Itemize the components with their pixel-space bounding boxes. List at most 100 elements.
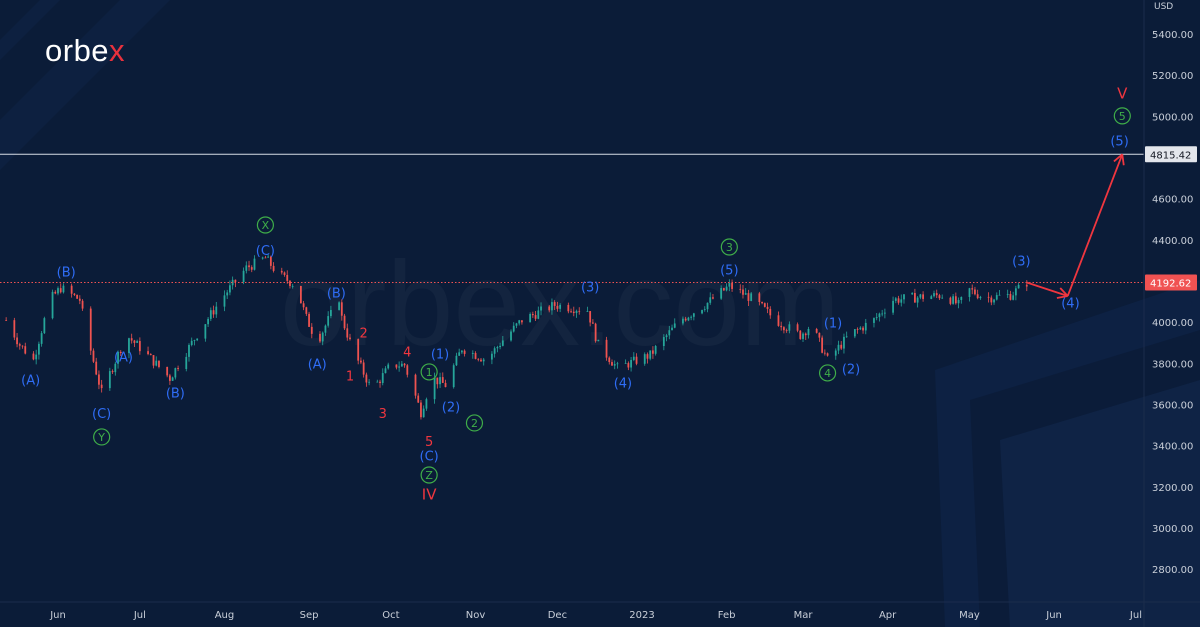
- candle-body: [395, 364, 398, 368]
- candle-body: [662, 337, 665, 347]
- wave-label: (C): [256, 244, 275, 259]
- candle-body: [95, 361, 98, 375]
- candle-body: [922, 294, 924, 299]
- time-axis[interactable]: Jun Jul Aug Sep Oct Nov Dec 2023 Feb Mar Apr May Jun…: [49, 610, 1142, 621]
- candle-body: [496, 347, 499, 349]
- candle-body: [471, 353, 474, 354]
- candle-body: [567, 304, 570, 312]
- candle-body: [376, 381, 379, 383]
- candle-body: [1017, 284, 1020, 289]
- candle-body: [701, 310, 703, 314]
- y-tick-label: 3600.00: [1152, 400, 1193, 411]
- candle-body: [16, 337, 18, 345]
- y-tick-label: 4400.00: [1152, 236, 1193, 247]
- candle-body: [32, 353, 35, 360]
- candle-body: [703, 309, 706, 311]
- candle-body: [777, 315, 780, 326]
- candle-body: [864, 322, 867, 331]
- candle-body: [823, 352, 826, 354]
- candle-body: [706, 302, 709, 310]
- candle-body: [291, 285, 294, 287]
- candle-body: [40, 333, 43, 344]
- candle-body: [250, 267, 253, 270]
- y-tick-label: 5400.00: [1152, 30, 1193, 41]
- candle-body: [892, 300, 894, 313]
- wave-label-circle: [720, 238, 738, 256]
- candle-body: [758, 293, 761, 302]
- candle-body: [346, 328, 349, 338]
- wave-label: Z: [425, 469, 433, 482]
- candle-body: [649, 350, 652, 359]
- price-axis[interactable]: 5400.00 5200.00 5000.00 4600.00 4400.00 4000.…: [1152, 30, 1193, 576]
- candle-body: [878, 313, 881, 318]
- candle-body: [147, 351, 149, 355]
- x-tick-label: Dec: [548, 610, 567, 621]
- x-tick-label: Jul: [1129, 610, 1142, 621]
- candle-body: [834, 350, 837, 356]
- candles: [5, 253, 1028, 420]
- candle-body: [954, 296, 957, 304]
- candle-body: [299, 285, 302, 304]
- candle-body: [54, 291, 57, 294]
- candle-body: [883, 312, 886, 314]
- y-tick-label: 3800.00: [1152, 359, 1193, 370]
- candle-body: [1012, 295, 1015, 300]
- candle-body: [941, 297, 944, 299]
- candle-body: [856, 329, 859, 330]
- candle-body: [624, 363, 627, 364]
- candle-body: [480, 359, 482, 362]
- candle-body: [493, 348, 496, 354]
- candle-body: [458, 352, 461, 356]
- candle-body: [957, 300, 960, 304]
- candle-body: [987, 296, 990, 298]
- candle-body: [742, 289, 744, 295]
- wave-label: (A): [114, 351, 133, 366]
- wave-label-circle: [818, 364, 837, 382]
- candle-body: [310, 326, 313, 334]
- wave-label: X: [262, 219, 270, 232]
- candle-body: [439, 377, 441, 385]
- wave-label-circle: [93, 428, 111, 446]
- y-tick-label: 3000.00: [1152, 524, 1193, 535]
- candle-body: [253, 258, 256, 270]
- candle-body: [491, 353, 493, 360]
- candle-body: [692, 313, 695, 317]
- candle-body: [826, 353, 829, 356]
- candle-body: [611, 362, 613, 366]
- candle-body: [414, 374, 417, 396]
- candle-body: [174, 368, 177, 378]
- candle-body: [108, 371, 111, 389]
- candle-body: [548, 306, 551, 311]
- candle-body: [725, 286, 728, 291]
- x-tick-label: Nov: [466, 610, 486, 621]
- wave-label: (B): [57, 266, 76, 281]
- candle-body: [177, 368, 179, 369]
- candle-body: [843, 336, 845, 349]
- candle-body: [400, 363, 403, 367]
- candle-body: [804, 333, 807, 336]
- candle-body: [98, 374, 100, 385]
- wave-label: Y: [97, 431, 105, 444]
- wave-label-circle: [420, 466, 438, 484]
- candle-body: [212, 310, 215, 315]
- candle-body: [668, 330, 671, 336]
- candle-body: [319, 333, 321, 342]
- candle-body: [62, 285, 65, 293]
- candle-body: [360, 360, 362, 363]
- candle-body: [321, 332, 324, 342]
- candle-body: [196, 338, 199, 341]
- candle-body: [327, 316, 330, 326]
- candle-body: [652, 350, 654, 354]
- candle-body: [308, 313, 310, 327]
- candle-body: [158, 360, 160, 367]
- candle-body: [477, 358, 480, 360]
- candle-body: [731, 282, 733, 289]
- candle-body: [818, 332, 821, 338]
- candle-body: [133, 340, 136, 343]
- candle-body: [269, 256, 272, 266]
- candle-body: [155, 360, 158, 366]
- wave-label: (2): [842, 363, 860, 378]
- candle-body: [796, 324, 799, 331]
- candle-body: [114, 363, 117, 373]
